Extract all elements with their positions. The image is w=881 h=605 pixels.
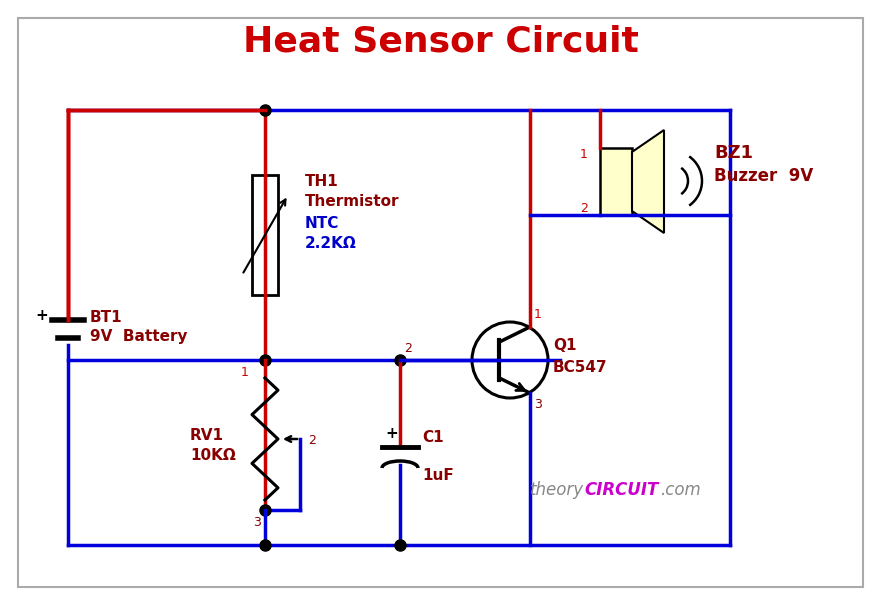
Text: RV1: RV1: [190, 428, 224, 442]
Text: 2: 2: [308, 434, 316, 448]
Text: 1: 1: [580, 148, 588, 160]
Polygon shape: [632, 130, 664, 233]
Text: 1: 1: [534, 307, 542, 321]
Text: 1: 1: [241, 365, 249, 379]
Bar: [252, 175, 278, 295]
Text: 2: 2: [404, 341, 412, 355]
Text: Heat Sensor Circuit: Heat Sensor Circuit: [243, 25, 639, 59]
Text: Thermistor: Thermistor: [305, 194, 399, 209]
Text: theory: theory: [530, 481, 584, 499]
Text: 3: 3: [534, 399, 542, 411]
Text: 9V  Battery: 9V Battery: [90, 330, 188, 344]
Text: 10KΩ: 10KΩ: [190, 448, 236, 462]
Text: .com: .com: [660, 481, 700, 499]
Text: BT1: BT1: [90, 310, 122, 325]
Text: Buzzer  9V: Buzzer 9V: [714, 167, 813, 185]
Text: 1uF: 1uF: [422, 468, 454, 483]
Text: C1: C1: [422, 430, 444, 445]
Text: +: +: [35, 307, 48, 322]
Text: BC547: BC547: [553, 361, 608, 376]
Text: 3: 3: [253, 515, 261, 529]
Text: 2.2KΩ: 2.2KΩ: [305, 237, 357, 252]
Bar: [600, 148, 632, 215]
Text: TH1: TH1: [305, 174, 339, 189]
Text: Q1: Q1: [553, 338, 576, 353]
Text: CIRCUIT: CIRCUIT: [584, 481, 658, 499]
Text: BZ1: BZ1: [714, 144, 753, 162]
Text: +: +: [386, 425, 398, 440]
Text: 2: 2: [580, 203, 588, 215]
Text: NTC: NTC: [305, 217, 339, 232]
